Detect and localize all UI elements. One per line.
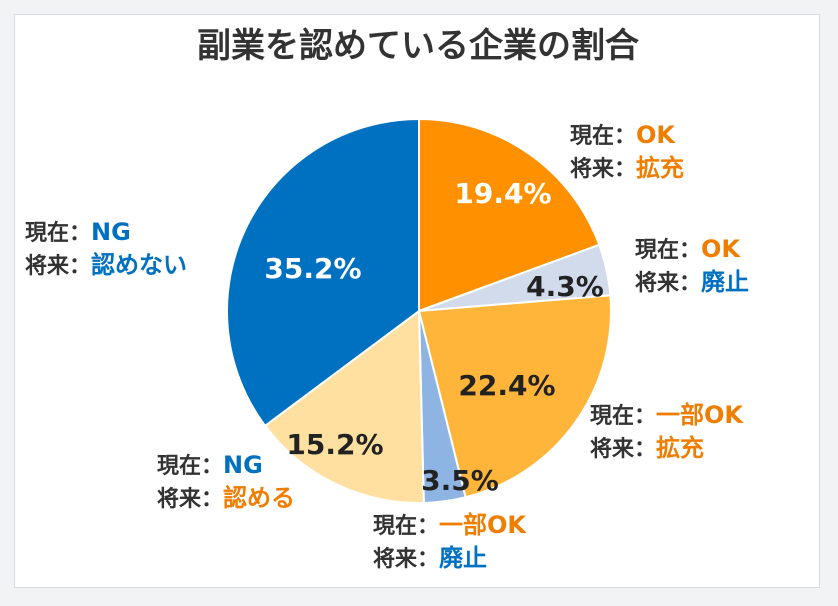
slice-annotations: 現在：OK将来：拡充現在：OK将来：廃止現在：一部OK将来：拡充現在：一部OK将… <box>25 121 749 572</box>
slice-annotation-line: 将来：拡充 <box>570 154 684 182</box>
annotation-prefix: 現在： <box>25 220 91 246</box>
annotation-value: 認めない <box>91 251 187 279</box>
annotation-prefix: 将来： <box>635 270 701 296</box>
annotation-value: NG <box>223 451 263 479</box>
annotation-value: OK <box>636 121 676 149</box>
slice-annotation-line: 現在：一部OK <box>590 401 744 429</box>
slice-percent-label: 35.2% <box>264 252 361 285</box>
pie-slices <box>226 117 612 504</box>
annotation-prefix: 将来： <box>25 253 91 279</box>
annotation-prefix: 現在： <box>373 513 439 539</box>
slice-percent-label: 22.4% <box>458 369 555 402</box>
slice-percent-labels: 19.4% 4.3% 22.4% 3.5% 15.2% 35.2% <box>264 177 603 497</box>
annotation-value: 拡充 <box>636 154 684 182</box>
annotation-prefix: 現在： <box>590 403 656 429</box>
annotation-value: 廃止 <box>701 268 749 296</box>
annotation-prefix: 現在： <box>157 453 223 479</box>
annotation-value: 拡充 <box>656 434 704 462</box>
chart-card: 副業を認めている企業の割合 19.4% 4.3% 22.4% 3.5% 15.2% 35.… <box>14 14 820 588</box>
annotation-value: OK <box>701 235 741 263</box>
annotation-prefix: 将来： <box>570 156 636 182</box>
pie-slice <box>226 117 420 428</box>
annotation-prefix: 将来： <box>590 436 656 462</box>
annotation-value: 廃止 <box>439 544 487 572</box>
slice-annotation-line: 現在：OK <box>635 235 741 263</box>
slice-annotation-line: 将来：廃止 <box>635 268 749 296</box>
annotation-prefix: 将来： <box>373 546 439 572</box>
annotation-value: 一部OK <box>656 401 744 429</box>
slice-annotation-line: 現在：NG <box>25 218 131 246</box>
slice-annotation-line: 将来：拡充 <box>590 434 704 462</box>
pie-slice <box>417 294 612 499</box>
annotation-prefix: 現在： <box>570 123 636 149</box>
pie-slice <box>263 309 425 504</box>
slice-annotation-line: 現在：OK <box>570 121 676 149</box>
slice-percent-label: 4.3% <box>526 270 604 303</box>
pie-slice <box>418 117 601 313</box>
slice-percent-label: 19.4% <box>454 177 551 210</box>
pie-chart: 副業を認めている企業の割合 19.4% 4.3% 22.4% 3.5% 15.2% 35.… <box>25 26 749 572</box>
annotation-value: 認める <box>223 484 295 512</box>
slice-annotation-line: 将来：認めない <box>25 251 187 279</box>
slice-annotation-line: 将来：廃止 <box>373 544 487 572</box>
annotation-prefix: 現在： <box>635 237 701 263</box>
annotation-value: NG <box>91 218 131 246</box>
annotation-value: 一部OK <box>439 511 527 539</box>
slice-annotation-line: 現在：NG <box>157 451 263 479</box>
annotation-prefix: 将来： <box>157 486 223 512</box>
slice-annotation-line: 現在：一部OK <box>373 511 527 539</box>
chart-title: 副業を認めている企業の割合 <box>197 26 639 66</box>
slice-percent-label: 15.2% <box>286 428 383 461</box>
slice-percent-label: 3.5% <box>421 464 499 497</box>
slice-annotation-line: 将来：認める <box>157 484 295 512</box>
